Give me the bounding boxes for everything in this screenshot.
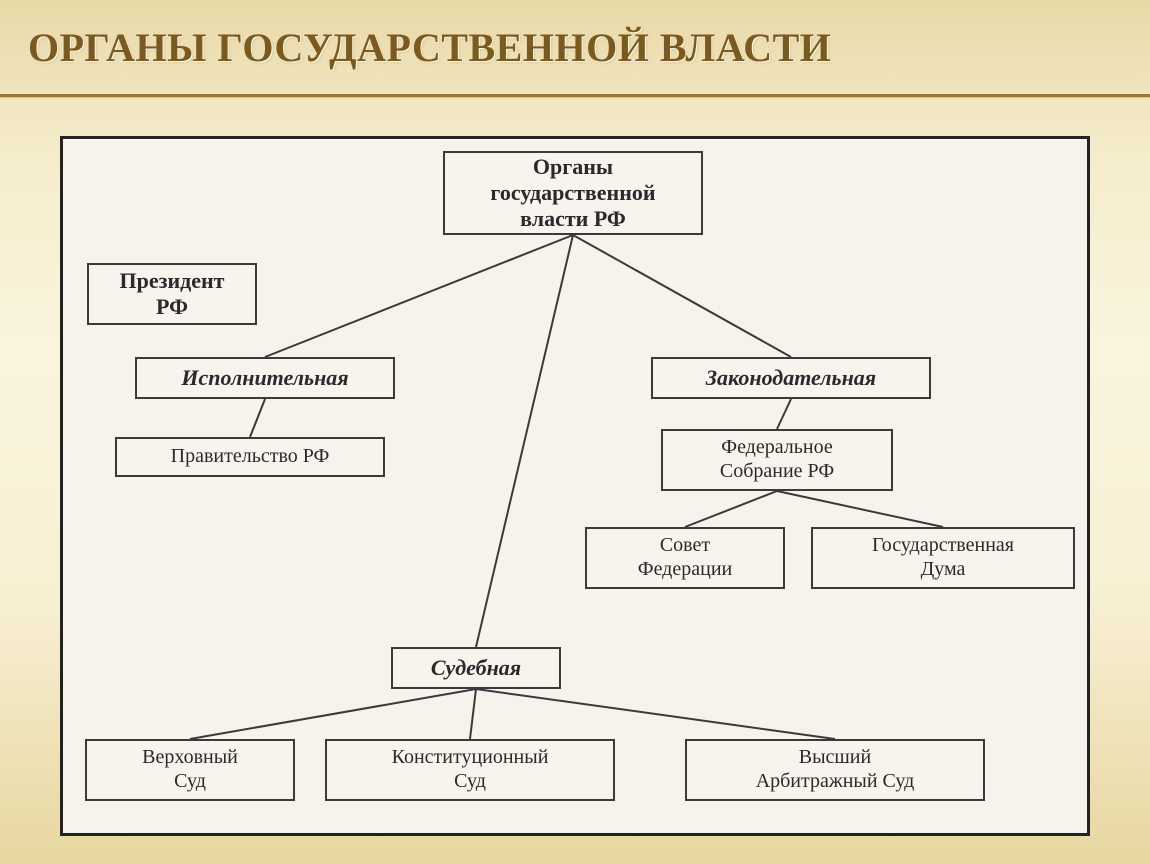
node-label: ВерховныйСуд [142, 746, 238, 793]
edge-exec-gov [250, 399, 265, 437]
node-label: Законодательная [706, 365, 876, 391]
node-sov: СоветФедерации [585, 527, 785, 589]
node-label: КонституционныйСуд [392, 746, 549, 793]
slide: ОРГАНЫ ГОСУДАРСТВЕННОЙ ВЛАСТИ Органыгосу… [0, 0, 1150, 864]
node-pres: ПрезидентРФ [87, 263, 257, 325]
node-legis: Законодательная [651, 357, 931, 399]
node-root: Органыгосударственнойвласти РФ [443, 151, 703, 235]
slide-title: ОРГАНЫ ГОСУДАРСТВЕННОЙ ВЛАСТИ [28, 24, 831, 71]
edge-jud-vsud [190, 689, 476, 739]
node-exec: Исполнительная [135, 357, 395, 399]
node-duma: ГосударственнаяДума [811, 527, 1075, 589]
node-label: ГосударственнаяДума [872, 534, 1014, 581]
edge-jud-ksud [470, 689, 476, 739]
edge-root-legis [573, 235, 791, 357]
node-jud: Судебная [391, 647, 561, 689]
node-label: Судебная [431, 655, 521, 681]
edge-root-exec [265, 235, 573, 357]
node-label: Исполнительная [181, 365, 348, 391]
node-vsud: ВерховныйСуд [85, 739, 295, 801]
node-feds: ФедеральноеСобрание РФ [661, 429, 893, 491]
title-underline [0, 94, 1150, 97]
node-asud: ВысшийАрбитражный Суд [685, 739, 985, 801]
edge-root-jud [476, 235, 573, 647]
edge-feds-sov [685, 491, 777, 527]
node-label: ВысшийАрбитражный Суд [756, 746, 915, 793]
node-label: ФедеральноеСобрание РФ [720, 436, 834, 483]
node-label: ПрезидентРФ [119, 268, 224, 320]
node-gov: Правительство РФ [115, 437, 385, 477]
node-ksud: КонституционныйСуд [325, 739, 615, 801]
edge-feds-duma [777, 491, 943, 527]
node-label: Правительство РФ [171, 445, 330, 469]
diagram-frame: Органыгосударственнойвласти РФ ПрезидентР… [60, 136, 1090, 836]
node-label: Органыгосударственнойвласти РФ [490, 154, 655, 232]
edge-legis-feds [777, 399, 791, 429]
edge-jud-asud [476, 689, 835, 739]
org-chart: Органыгосударственнойвласти РФ ПрезидентР… [63, 139, 1087, 833]
edges-layer [63, 139, 1087, 833]
node-label: СоветФедерации [638, 534, 732, 581]
